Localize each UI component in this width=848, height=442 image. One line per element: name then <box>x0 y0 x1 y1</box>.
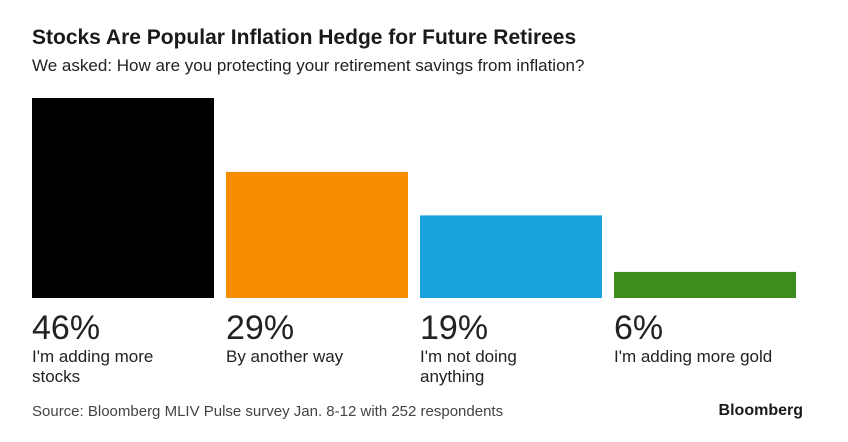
bar <box>420 215 602 298</box>
value-label: 19% <box>420 309 489 347</box>
chart-title: Stocks Are Popular Inflation Hedge for F… <box>32 26 577 49</box>
value-label: 46% <box>32 309 101 347</box>
value-label: 29% <box>226 309 295 347</box>
bar <box>614 271 796 298</box>
chart-subtitle: We asked: How are you protecting your re… <box>32 56 585 75</box>
bar <box>226 171 408 298</box>
category-label: By another way <box>226 347 344 366</box>
category-label: I'm adding more gold <box>614 347 773 366</box>
bar <box>32 98 214 298</box>
value-label: 6% <box>614 309 664 347</box>
category-label: I'm not doing anything <box>420 347 517 386</box>
source-note: Source: Bloomberg MLIV Pulse survey Jan.… <box>32 403 504 420</box>
category-label: I'm adding more stocks <box>32 347 154 386</box>
logo: Bloomberg <box>718 402 803 419</box>
